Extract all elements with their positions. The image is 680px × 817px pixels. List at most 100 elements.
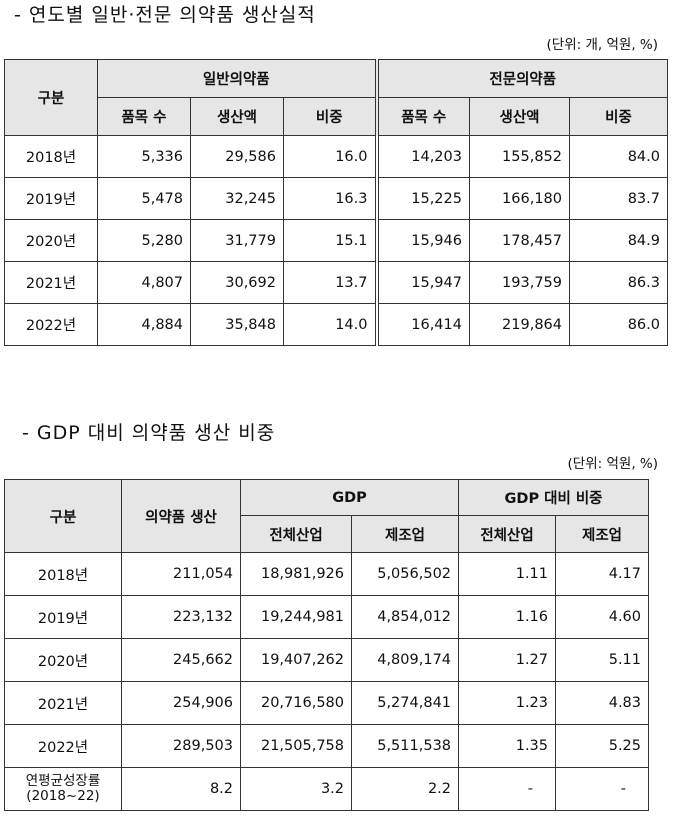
- general-share-cell: 15.1: [283, 219, 377, 262]
- header-specialty-share: 비중: [569, 97, 668, 136]
- header-gdp-all-industry: 전체산업: [240, 515, 352, 553]
- gdp-mfg-cell: 5,056,502: [350, 552, 460, 596]
- year-cell: 2020년: [4, 219, 98, 262]
- general-items-cell: 5,478: [97, 177, 191, 220]
- header-category: 구분: [4, 479, 122, 553]
- ratio-mfg-cell: 5.25: [555, 724, 650, 768]
- gdp-ratio-table: 구분 의약품 생산 GDP GDP 대비 비중 전체산업 제조업 전체산업 제조…: [4, 479, 650, 811]
- general-production-cell: 29,586: [190, 135, 284, 178]
- ratio-all-cell: 1.16: [458, 595, 557, 639]
- cagr-row: 연평균성장률 (2018~22) 8.2 3.2 2.2 - -: [4, 767, 650, 811]
- table-row: 2021년 4,807 30,692 13.7 15,947 193,759 8…: [4, 261, 668, 304]
- gdp-all-cell: 18,981,926: [240, 552, 352, 596]
- specialty-items-cell: 15,946: [374, 219, 470, 262]
- section2-title: - GDP 대비 의약품 생산 비중: [22, 422, 276, 444]
- specialty-production-cell: 178,457: [469, 219, 570, 262]
- year-cell: 2019년: [4, 177, 98, 220]
- header-specialty-items: 품목 수: [374, 97, 470, 136]
- pharma-production-cell: 211,054: [121, 552, 241, 596]
- table-row: 2022년 4,884 35,848 14.0 16,414 219,864 8…: [4, 303, 668, 346]
- gdp-all-cell: 19,244,981: [240, 595, 352, 639]
- general-share-cell: 13.7: [283, 261, 377, 304]
- table-row: 2019년 5,478 32,245 16.3 15,225 166,180 8…: [4, 177, 668, 220]
- general-share-cell: 14.0: [283, 303, 377, 346]
- year-cell: 2018년: [4, 135, 98, 178]
- gdp-all-cell: 19,407,262: [240, 638, 352, 682]
- year-cell: 2019년: [4, 595, 122, 639]
- table-row: 2020년 5,280 31,779 15.1 15,946 178,457 8…: [4, 219, 668, 262]
- header-general-share: 비중: [283, 97, 377, 136]
- general-specialty-production-table: 구분 일반의약품 전문의약품 품목 수 생산액 비중 품목 수 생산액 비중 2…: [4, 59, 668, 346]
- table-row: 2021년 254,906 20,716,580 5,274,841 1.23 …: [4, 681, 650, 725]
- cagr-gdp-all-cell: 3.2: [240, 767, 352, 811]
- general-items-cell: 5,280: [97, 219, 191, 262]
- header-ratio-all-industry: 전체산업: [458, 515, 557, 553]
- pharma-production-cell: 289,503: [121, 724, 241, 768]
- header-general-items: 품목 수: [97, 97, 191, 136]
- specialty-share-cell: 84.0: [569, 135, 668, 178]
- year-cell: 2020년: [4, 638, 122, 682]
- cagr-label-cell: 연평균성장률 (2018~22): [4, 767, 122, 811]
- header-gdp: GDP: [239, 479, 460, 516]
- ratio-mfg-cell: 5.11: [555, 638, 650, 682]
- gdp-all-cell: 20,716,580: [240, 681, 352, 725]
- header-gdp-manufacturing: 제조업: [350, 515, 460, 553]
- year-cell: 2018년: [4, 552, 122, 596]
- cagr-pharma-cell: 8.2: [121, 767, 241, 811]
- table-row: 2019년 223,132 19,244,981 4,854,012 1.16 …: [4, 595, 650, 639]
- cagr-ratio-mfg-cell: -: [555, 767, 650, 811]
- general-production-cell: 35,848: [190, 303, 284, 346]
- gdp-mfg-cell: 5,511,538: [350, 724, 460, 768]
- pharma-production-cell: 223,132: [121, 595, 241, 639]
- header-gdp-ratio: GDP 대비 비중: [458, 479, 650, 516]
- header-general-medicine: 일반의약품: [97, 59, 377, 98]
- specialty-items-cell: 15,225: [374, 177, 470, 220]
- table-row: 2020년 245,662 19,407,262 4,809,174 1.27 …: [4, 638, 650, 682]
- header-category: 구분: [4, 59, 98, 136]
- specialty-production-cell: 166,180: [469, 177, 570, 220]
- general-items-cell: 4,807: [97, 261, 191, 304]
- gdp-mfg-cell: 4,854,012: [350, 595, 460, 639]
- ratio-all-cell: 1.11: [458, 552, 557, 596]
- cagr-label-line2: (2018~22): [26, 788, 100, 804]
- gdp-all-cell: 21,505,758: [240, 724, 352, 768]
- general-production-cell: 30,692: [190, 261, 284, 304]
- section1-unit: (단위: 개, 억원, %): [546, 37, 658, 53]
- year-cell: 2022년: [4, 724, 122, 768]
- specialty-items-cell: 16,414: [374, 303, 470, 346]
- general-items-cell: 4,884: [97, 303, 191, 346]
- specialty-production-cell: 155,852: [469, 135, 570, 178]
- ratio-mfg-cell: 4.83: [555, 681, 650, 725]
- general-share-cell: 16.0: [283, 135, 377, 178]
- specialty-share-cell: 83.7: [569, 177, 668, 220]
- year-cell: 2021년: [4, 261, 98, 304]
- specialty-items-cell: 15,947: [374, 261, 470, 304]
- ratio-mfg-cell: 4.17: [555, 552, 650, 596]
- cagr-label-line1: 연평균성장률: [25, 773, 101, 789]
- table-row: 2018년 211,054 18,981,926 5,056,502 1.11 …: [4, 552, 650, 596]
- specialty-production-cell: 219,864: [469, 303, 570, 346]
- year-cell: 2022년: [4, 303, 98, 346]
- general-items-cell: 5,336: [97, 135, 191, 178]
- general-production-cell: 31,779: [190, 219, 284, 262]
- header-ratio-manufacturing: 제조업: [555, 515, 650, 553]
- gdp-mfg-cell: 5,274,841: [350, 681, 460, 725]
- specialty-share-cell: 84.9: [569, 219, 668, 262]
- specialty-share-cell: 86.3: [569, 261, 668, 304]
- cagr-ratio-all-cell: -: [458, 767, 557, 811]
- ratio-all-cell: 1.23: [458, 681, 557, 725]
- ratio-all-cell: 1.27: [458, 638, 557, 682]
- header-specialty-medicine: 전문의약품: [374, 59, 668, 98]
- ratio-mfg-cell: 4.60: [555, 595, 650, 639]
- specialty-production-cell: 193,759: [469, 261, 570, 304]
- specialty-share-cell: 86.0: [569, 303, 668, 346]
- section2-unit: (단위: 억원, %): [567, 456, 658, 472]
- pharma-production-cell: 254,906: [121, 681, 241, 725]
- pharma-production-cell: 245,662: [121, 638, 241, 682]
- header-general-production: 생산액: [190, 97, 284, 136]
- header-pharma-production: 의약품 생산: [121, 479, 241, 553]
- ratio-all-cell: 1.35: [458, 724, 557, 768]
- cagr-gdp-mfg-cell: 2.2: [350, 767, 460, 811]
- general-share-cell: 16.3: [283, 177, 377, 220]
- table-row: 2022년 289,503 21,505,758 5,511,538 1.35 …: [4, 724, 650, 768]
